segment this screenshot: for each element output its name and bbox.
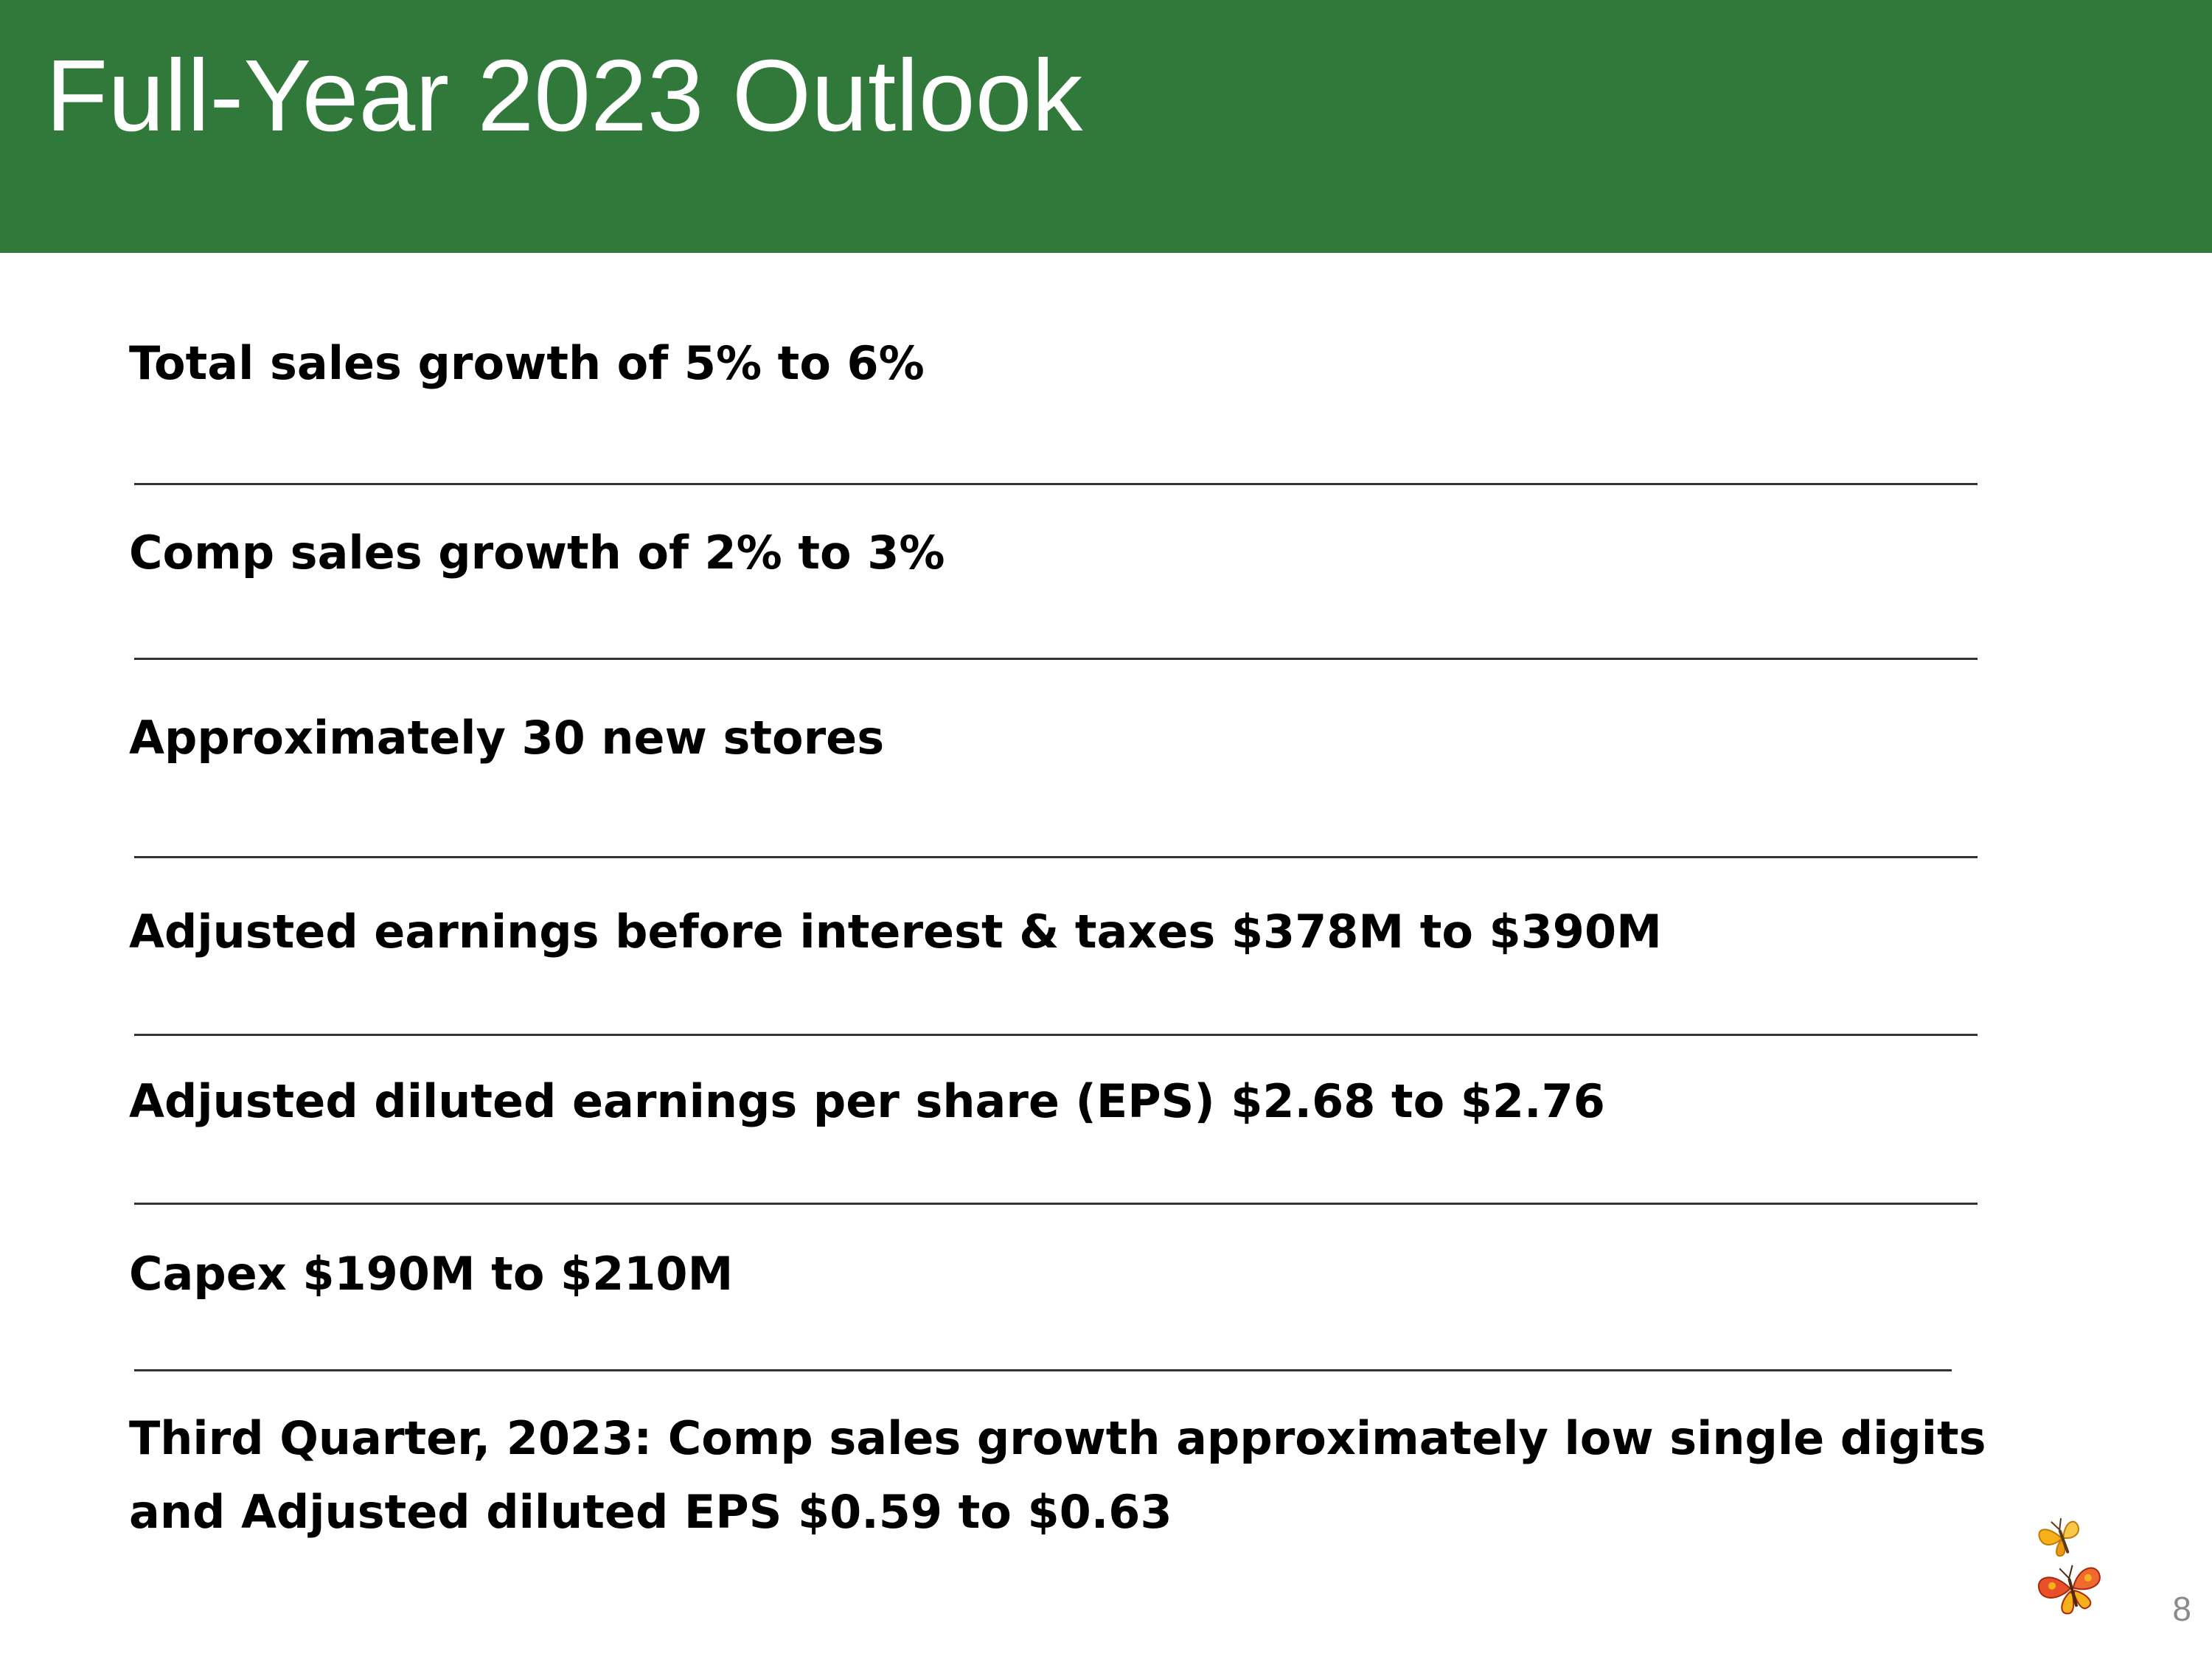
- outlook-item-adjusted-ebit: Adjusted earnings before interest & taxe…: [129, 905, 1662, 959]
- page-title: Full-Year 2023 Outlook: [46, 39, 1083, 153]
- outlook-item-capex: Capex $190M to $210M: [129, 1247, 734, 1301]
- outlook-item-comp-sales: Comp sales growth of 2% to 3%: [129, 526, 945, 580]
- divider: [134, 1203, 1978, 1205]
- divider: [134, 856, 1978, 858]
- outlook-item-adjusted-eps: Adjusted diluted earnings per share (EPS…: [129, 1074, 1605, 1128]
- header-band: Full-Year 2023 Outlook: [0, 0, 2212, 253]
- outlook-item-q3-line1: Third Quarter, 2023: Comp sales growth a…: [129, 1411, 1986, 1465]
- divider: [134, 1034, 1978, 1036]
- outlook-item-new-stores: Approximately 30 new stores: [129, 711, 885, 765]
- red-butterfly-icon: [2037, 1565, 2101, 1615]
- divider: [134, 483, 1978, 485]
- page-number: 8: [2172, 1590, 2191, 1628]
- divider: [134, 1369, 1952, 1371]
- divider: [134, 658, 1978, 660]
- yellow-butterfly-icon: [2038, 1517, 2079, 1557]
- outlook-item-q3-line2: and Adjusted diluted EPS $0.59 to $0.63: [129, 1485, 1172, 1539]
- outlook-item-total-sales: Total sales growth of 5% to 6%: [129, 336, 925, 390]
